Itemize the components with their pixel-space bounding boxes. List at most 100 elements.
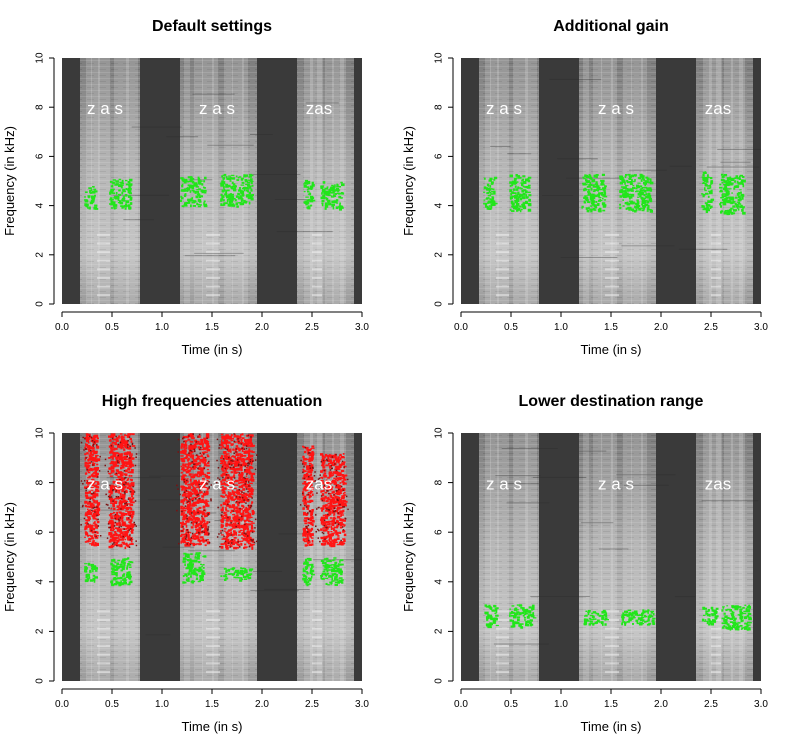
overlay-points [320, 557, 344, 586]
overlay-points [509, 604, 537, 629]
silence-region [354, 58, 362, 304]
x-tick-label: 2.5 [305, 322, 319, 333]
overlay-green-1 [484, 604, 499, 629]
y-tick-label: 8 [434, 104, 445, 110]
x-tick-label: 2.0 [654, 699, 668, 710]
spectrogram-streak [224, 58, 233, 304]
spectrogram-streak [623, 433, 632, 681]
word-label: zas [705, 475, 731, 494]
harmonic-band [206, 662, 220, 665]
spectrogram-streak [739, 433, 745, 681]
silence-region [140, 58, 180, 304]
y-axis-label: Frequency (in kHz) [2, 502, 17, 612]
harmonic-band [97, 276, 110, 279]
y-tick-label: 0 [434, 678, 445, 684]
word-label: zas [705, 99, 731, 118]
harmonic-band [97, 233, 110, 236]
overlay-green-9 [182, 552, 207, 584]
overlay-red-3 [176, 433, 212, 547]
silence-region [656, 58, 696, 304]
overlay-points [220, 433, 256, 550]
harmonic-band [496, 285, 509, 288]
y-tick-label: 4 [434, 579, 445, 585]
silence-region [257, 58, 297, 304]
noise-line [598, 548, 629, 550]
overlay-green-8 [110, 557, 134, 587]
overlay-red-5 [299, 445, 317, 547]
harmonic-band [97, 294, 110, 297]
overlay-red-1 [80, 433, 103, 547]
harmonic-band [605, 251, 619, 254]
overlay-specks [176, 433, 212, 546]
x-tick-label: 0.5 [105, 699, 119, 710]
spectrogram-streak [519, 433, 528, 681]
noise-line [147, 499, 205, 501]
spectrogram-streak [490, 58, 499, 304]
overlay-green-10 [220, 567, 254, 582]
spectrogram-streak [317, 58, 323, 304]
harmonic-band [711, 251, 721, 254]
harmonic-band [605, 671, 619, 674]
noise-line [629, 169, 667, 171]
overlay-points [84, 433, 101, 547]
harmonic-band [496, 233, 509, 236]
y-tick-label: 2 [35, 628, 46, 634]
noise-line [264, 588, 310, 590]
overlay-green-4 [619, 173, 654, 213]
harmonic-band [206, 653, 220, 656]
x-tick-label: 0.5 [504, 322, 518, 333]
overlay-points [581, 173, 608, 213]
y-tick-label: 6 [434, 529, 445, 535]
harmonic-band [312, 610, 322, 613]
spectrogram-area [461, 58, 761, 304]
y-axis-label: Frequency (in kHz) [401, 126, 416, 236]
noise-line [253, 570, 283, 572]
noise-line [184, 255, 236, 257]
overlay-points [320, 453, 348, 548]
noise-line [701, 500, 759, 502]
x-tick-label: 2.0 [255, 699, 269, 710]
noise-line [549, 78, 602, 80]
noise-line [278, 533, 313, 535]
harmonic-band [711, 662, 721, 665]
overlay-points [721, 604, 752, 631]
harmonic-band [312, 268, 322, 271]
spectrogram-streak [91, 433, 100, 681]
overlay-green-4 [621, 609, 656, 626]
noise-line [530, 596, 590, 598]
harmonic-band [312, 251, 322, 254]
noise-line [166, 136, 199, 138]
silence-region [62, 433, 80, 681]
x-tick-label: 2.5 [305, 699, 319, 710]
silence-region [257, 433, 297, 681]
harmonic-band [312, 619, 322, 621]
noise-line [616, 474, 676, 476]
overlay-points [182, 552, 207, 584]
spectrogram-streak [611, 433, 617, 681]
chart-title: High frequencies attenuation [102, 393, 322, 410]
spectrogram-streak [242, 433, 248, 681]
overlay-specks [216, 433, 258, 548]
noise-line [276, 231, 333, 233]
harmonic-band [496, 636, 509, 639]
noise-line [678, 248, 728, 250]
harmonic-band [97, 242, 110, 245]
harmonic-band [496, 653, 509, 656]
y-tick-label: 4 [35, 579, 46, 585]
spectrogram-streak [304, 433, 313, 681]
noise-line [674, 596, 696, 598]
harmonic-band [711, 259, 721, 262]
spectrogram-streak [593, 433, 602, 681]
noise-line [145, 634, 171, 636]
spectrogram-area [62, 58, 362, 304]
harmonic-band [496, 619, 509, 621]
overlay-points [484, 604, 499, 629]
harmonic-band [97, 653, 110, 656]
overlay-green-2 [509, 174, 532, 213]
x-tick-label: 1.0 [155, 322, 169, 333]
overlay-red-4 [216, 433, 258, 550]
chart-panel-2: z a s z a s zas 0.0 0.5 1.0 1.5 2.0 2.5 3.0 0 2 4 6 8 1… [401, 18, 768, 357]
overlay-points [621, 609, 656, 626]
y-tick-label: 10 [35, 52, 46, 64]
overlay-points [509, 174, 532, 213]
